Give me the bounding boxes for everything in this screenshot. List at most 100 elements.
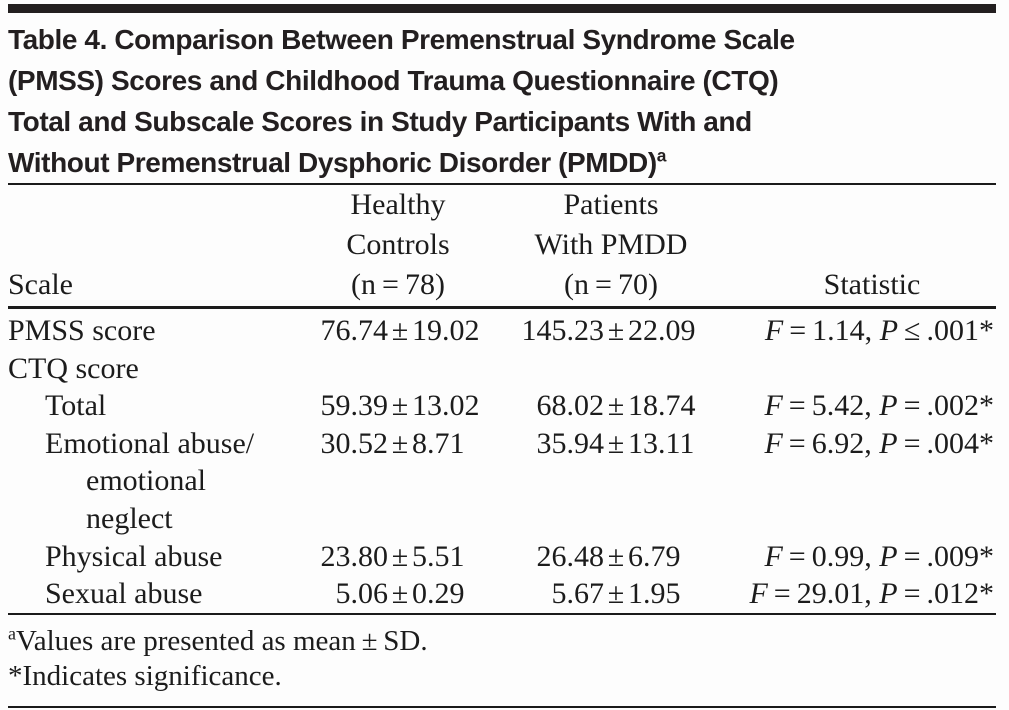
statistic-value: F = 6.92, P = .004* [718,425,996,463]
column-header-statistic: Statistic [823,268,921,301]
table-body: PMSS score 76.74 ±19.02 145.23 ±22.09 F = … [8,309,996,613]
footnote-significance: *Indicates significance. [8,659,996,694]
sd-value: 1.95 [628,577,681,611]
footnote-rule [8,612,996,615]
footnote-marker-asterisk: * [8,659,23,692]
p-value: = .012* [897,577,994,611]
row-label: Sexual abuse [45,577,203,611]
title-rule [8,183,996,185]
p-symbol: P [879,314,899,347]
statistic-value: F = 29.01, P = .012* [718,575,996,613]
patients-pmdd-value: 145.23 ±22.09 [520,312,708,350]
sd-value: 6.79 [628,539,681,573]
p-value: = .004* [897,426,994,460]
statistic-value: F = 0.99, P = .009* [718,538,996,576]
p-symbol: P [879,426,898,460]
p-symbol: P [879,389,898,423]
patients-pmdd-value-empty [488,350,718,388]
row-label: Physical abuse [45,539,223,573]
statistic-value: F = 1.14, P ≤ .001* [718,312,996,350]
footnote-text: Indicates significance. [22,659,282,692]
table-row-ctq-score: CTQ score [8,350,996,388]
mean-value: 68.02 [536,389,605,423]
f-symbol: F [764,426,783,460]
healthy-controls-value: 23.80 ±5.51 [308,538,488,576]
mean-value: 145.23 [521,314,605,347]
p-symbol: P [879,577,898,611]
row-label: CTQ score [8,351,139,385]
sd-value: 18.74 [628,389,696,423]
table-title-footnote-marker: a [656,145,667,166]
mean-value: 26.48 [536,539,605,573]
patients-pmdd-value: 26.48 ±6.79 [520,538,708,576]
table-title: Table 4. Comparison Between Premenstrual… [8,19,996,183]
healthy-controls-value: 59.39 ±13.02 [308,387,488,425]
sd-value: 13.02 [412,389,480,423]
healthy-controls-value-empty [308,350,488,388]
table-row-emotional-abuse-neglect: Emotional abuse/ emotional neglect 30.52… [8,425,996,538]
f-symbol: F [764,389,783,423]
footnote-values: aValues are presented as mean ± SD. [8,624,996,659]
f-value: = 5.42, [782,389,880,423]
plus-minus-sign: ± [391,314,409,347]
f-symbol: F [764,314,784,347]
plus-minus-sign: ± [607,426,625,460]
column-header-patients-pmdd: Patients With PMDD (n = 70) [534,188,688,301]
mean-value: 5.06 [335,577,389,611]
healthy-controls-value: 30.52 ±8.71 [308,425,488,463]
f-symbol: F [749,577,768,611]
plus-minus-sign: ± [391,426,409,460]
mean-value: 76.74 [320,314,389,347]
column-header-scale: Scale [8,268,73,301]
healthy-controls-value: 5.06 ±0.29 [308,575,488,613]
f-value: = 6.92, [782,426,880,460]
p-value: = .002* [897,389,994,423]
table-header-row: Scale Healthy Controls (n = 78) Patients… [8,185,996,306]
patients-pmdd-value: 35.94 ±13.11 [520,425,708,463]
mean-value: 5.67 [551,577,605,611]
row-label: Total [45,389,107,423]
footnote-marker-a: a [8,623,16,644]
header-rule [8,306,996,309]
plus-minus-sign: ± [607,539,625,573]
mean-value: 30.52 [320,426,389,460]
bottom-rule [8,705,996,708]
column-header-healthy-controls: Healthy Controls (n = 78) [346,188,450,301]
p-value: = .009* [897,539,994,573]
top-divider-bar [8,4,996,13]
plus-minus-sign: ± [607,314,625,347]
table-row-ctq-total: Total 59.39 ±13.02 68.02 ±18.74 F = 5.42, … [8,387,996,425]
healthy-controls-value: 76.74 ±19.02 [308,312,488,350]
table-row-pmss-score: PMSS score 76.74 ±19.02 145.23 ±22.09 F = … [8,312,996,350]
row-label: PMSS score [8,314,156,347]
patients-pmdd-value: 68.02 ±18.74 [520,387,708,425]
plus-minus-sign: ± [391,539,409,573]
plus-minus-sign: ± [607,389,625,423]
f-symbol: F [764,539,783,573]
f-value: = 0.99, [782,539,880,573]
patients-pmdd-value: 5.67 ±1.95 [520,575,708,613]
p-value: ≤ .001* [898,314,994,347]
f-value: = 29.01, [767,577,880,611]
plus-minus-sign: ± [607,577,625,611]
mean-value: 23.80 [320,539,389,573]
table-title-text: Table 4. Comparison Between Premenstrual… [8,24,795,178]
footnote-text: Values are presented as mean ± SD. [15,624,428,657]
sd-value: 22.09 [628,314,696,347]
row-label: Emotional abuse/ emotional neglect [45,426,255,535]
plus-minus-sign: ± [391,577,409,611]
sd-value: 19.02 [412,314,480,347]
p-symbol: P [879,539,898,573]
sd-value: 8.71 [412,426,465,460]
plus-minus-sign: ± [391,389,409,423]
sd-value: 5.51 [412,539,465,573]
mean-value: 35.94 [536,426,605,460]
table-row-sexual-abuse: Sexual abuse 5.06 ±0.29 5.67 ±1.95 F = 29.… [8,575,996,613]
sd-value: 13.11 [628,426,695,460]
statistic-value: F = 5.42, P = .002* [718,387,996,425]
mean-value: 59.39 [320,389,389,423]
f-value: = 1.14, [783,314,880,347]
footnotes: aValues are presented as mean ± SD. *Ind… [8,615,996,706]
table-row-physical-abuse: Physical abuse 23.80 ±5.51 26.48 ±6.79 F =… [8,538,996,576]
